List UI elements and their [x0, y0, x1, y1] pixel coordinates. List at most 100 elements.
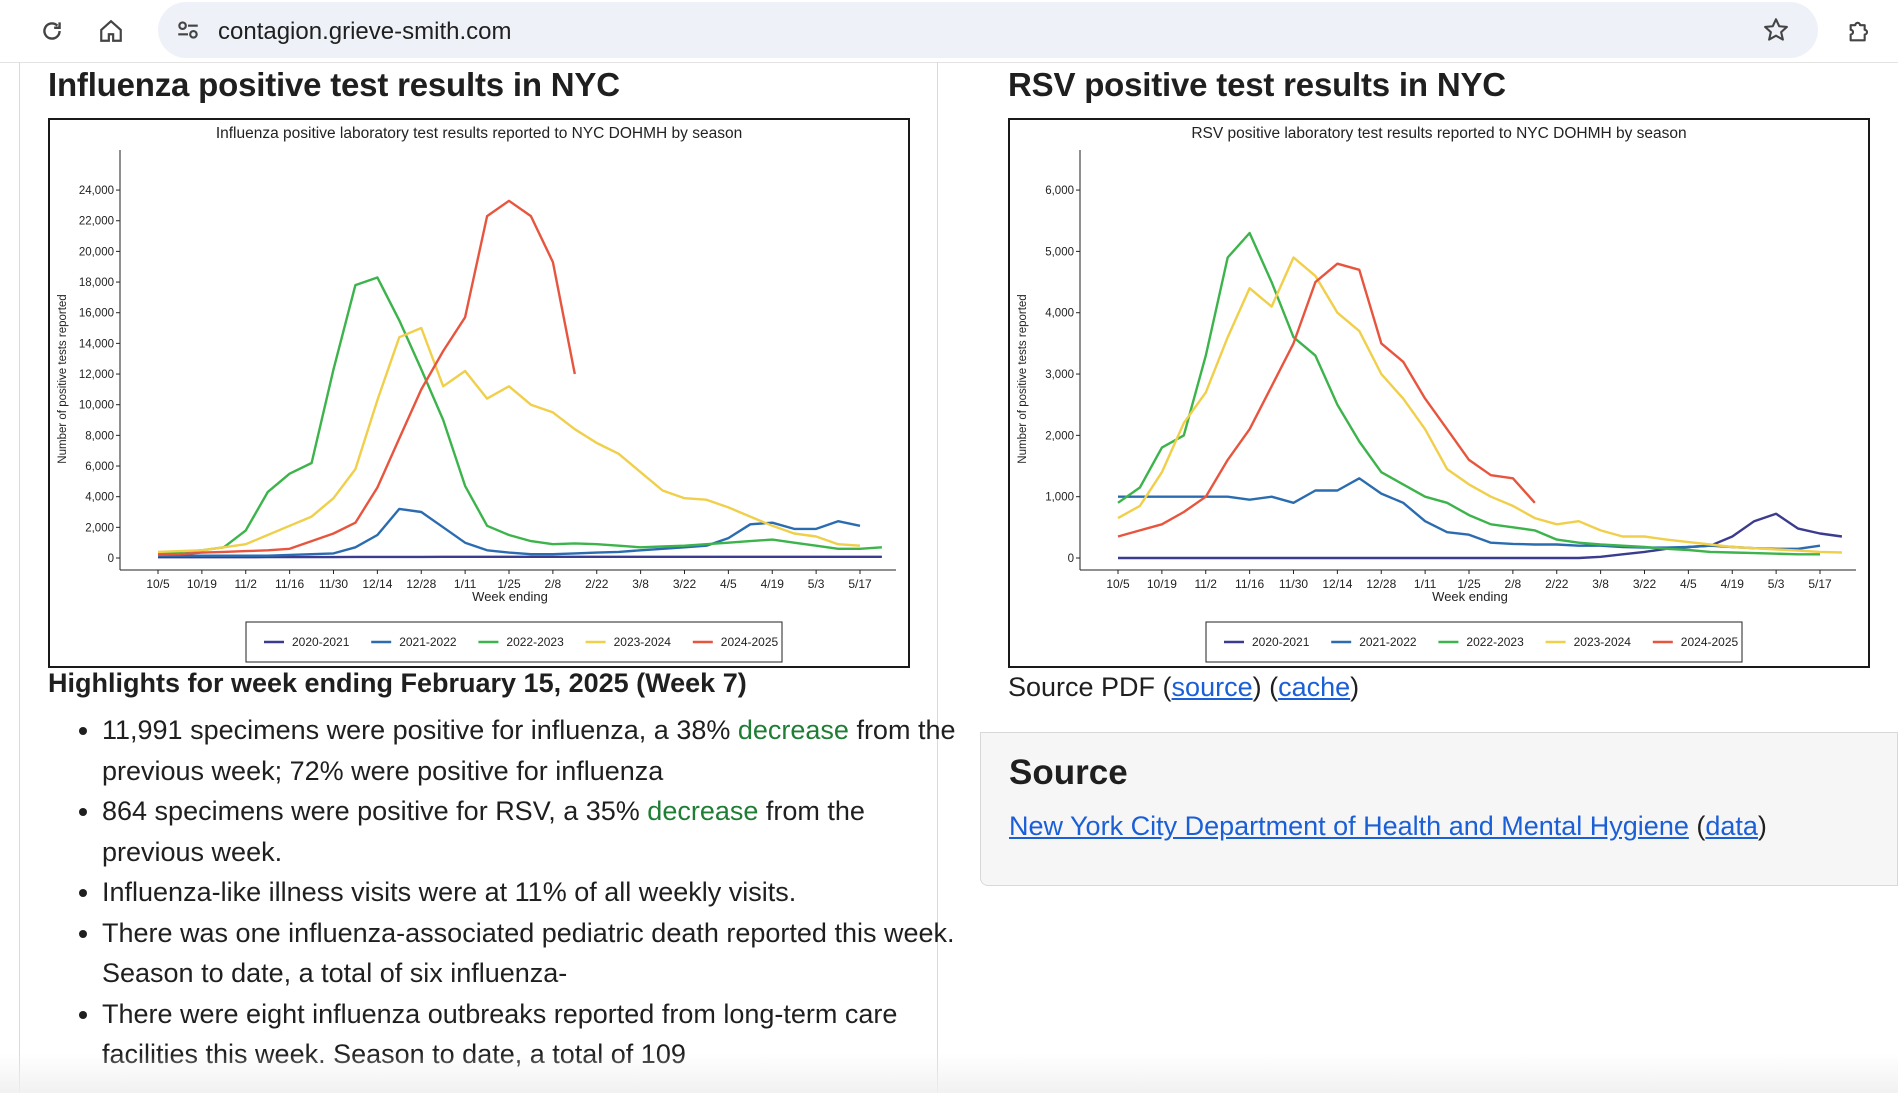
flu-heading: Influenza positive test results in NYC	[48, 66, 620, 103]
legend-label: 2024-2025	[721, 635, 779, 649]
highlight-text: 11,991 specimens were positive for influ…	[102, 715, 738, 745]
y-axis-label: Number of positive tests reported	[57, 294, 69, 463]
y-tick-label: 4,000	[85, 492, 114, 504]
flu-chart: Influenza positive laboratory test resul…	[48, 118, 910, 668]
x-tick-label: 12/28	[1366, 577, 1396, 591]
series-line-2021-2022	[158, 507, 861, 557]
highlight-text: Influenza-like illness visits were at 11…	[102, 877, 797, 907]
legend-label: 2021-2022	[399, 635, 457, 649]
x-tick-label: 11/16	[275, 577, 304, 591]
source-link[interactable]: source	[1171, 672, 1253, 702]
series-line-2020-2021	[1118, 512, 1843, 560]
highlight-item: There was one influenza-associated pedia…	[102, 913, 962, 994]
x-axis-label: Week ending	[472, 589, 548, 604]
y-tick-label: 0	[1068, 553, 1074, 565]
y-axis-label: Number of positive tests reported	[1017, 294, 1029, 463]
x-tick-label: 11/2	[1195, 577, 1218, 591]
series-line-2022-2023	[157, 276, 882, 555]
highlights-title: Highlights for week ending February 15, …	[48, 668, 747, 698]
legend-label: 2021-2022	[1359, 635, 1417, 649]
source-pdf-line: Source PDF (source) (cache)	[1008, 672, 1359, 703]
y-tick-label: 2,000	[85, 522, 114, 534]
y-tick-label: 22,000	[79, 216, 114, 228]
home-icon[interactable]	[93, 13, 129, 49]
x-tick-label: 4/19	[1721, 577, 1745, 591]
legend-label: 2020-2021	[1252, 635, 1310, 649]
data-close-paren: )	[1757, 811, 1767, 841]
reload-icon[interactable]	[34, 13, 70, 49]
source-pdf-label: Source PDF (	[1008, 672, 1172, 702]
x-tick-label: 4/5	[1680, 577, 1697, 591]
site-settings-icon[interactable]	[172, 14, 204, 46]
x-tick-label: 11/30	[1279, 577, 1308, 591]
source-panel: Source New York City Department of Healt…	[980, 732, 1898, 886]
legend-label: 2024-2025	[1681, 635, 1739, 649]
source-pdf-separator: ) (	[1252, 672, 1279, 702]
legend-label: 2023-2024	[1574, 635, 1632, 649]
x-tick-label: 2/22	[1545, 577, 1569, 591]
series-line-2024-2025	[1117, 262, 1536, 538]
change-word: decrease	[647, 796, 759, 826]
series-line-2023-2024	[1117, 256, 1842, 554]
y-tick-label: 12,000	[79, 369, 114, 381]
bottom-fade	[0, 1053, 1898, 1093]
legend-label: 2022-2023	[506, 635, 564, 649]
data-open-paren: (	[1688, 811, 1706, 841]
x-tick-label: 2/8	[1505, 577, 1522, 591]
legend-box	[245, 621, 783, 663]
x-tick-label: 4/5	[720, 577, 737, 591]
highlight-item: Influenza-like illness visits were at 11…	[102, 872, 962, 913]
x-tick-label: 3/22	[673, 577, 697, 591]
y-tick-label: 8,000	[85, 430, 114, 442]
y-tick-label: 4,000	[1045, 308, 1074, 320]
x-tick-label: 2/22	[585, 577, 609, 591]
extensions-puzzle-icon[interactable]	[1842, 13, 1878, 49]
y-tick-label: 5,000	[1045, 246, 1074, 258]
x-tick-label: 12/28	[406, 577, 436, 591]
x-tick-label: 10/5	[146, 577, 170, 591]
x-tick-label: 1/11	[1414, 577, 1437, 591]
browser-toolbar: contagion.grieve-smith.com	[0, 0, 1898, 63]
address-bar[interactable]: contagion.grieve-smith.com	[158, 2, 1818, 58]
data-link[interactable]: data	[1705, 811, 1758, 841]
y-tick-label: 10,000	[79, 400, 114, 412]
y-tick-label: 6,000	[1045, 185, 1074, 197]
y-tick-label: 14,000	[79, 338, 114, 350]
y-tick-label: 20,000	[79, 246, 114, 258]
legend-label: 2023-2024	[614, 635, 672, 649]
chart-title: Influenza positive laboratory test resul…	[216, 125, 742, 142]
x-tick-label: 11/30	[319, 577, 348, 591]
legend-label: 2022-2023	[1466, 635, 1524, 649]
y-tick-label: 2,000	[1045, 430, 1074, 442]
series-line-2022-2023	[1117, 231, 1820, 556]
y-tick-label: 16,000	[79, 308, 114, 320]
source-pdf-close: )	[1350, 672, 1360, 702]
series-line-2021-2022	[1118, 477, 1821, 550]
url-text[interactable]: contagion.grieve-smith.com	[218, 18, 512, 45]
bookmark-star-icon[interactable]	[1760, 14, 1792, 46]
x-tick-label: 3/8	[1592, 577, 1609, 591]
chart-svg: Influenza positive laboratory test resul…	[57, 125, 896, 663]
source-links: New York City Department of Health and M…	[1009, 811, 1767, 842]
x-tick-label: 11/16	[1235, 577, 1264, 591]
x-tick-label: 10/19	[1147, 577, 1177, 591]
x-tick-label: 3/22	[1633, 577, 1657, 591]
x-tick-label: 12/14	[1322, 577, 1352, 591]
legend-label: 2020-2021	[292, 635, 350, 649]
x-tick-label: 1/25	[497, 577, 521, 591]
x-tick-label: 5/3	[1768, 577, 1785, 591]
y-tick-label: 0	[108, 553, 114, 565]
x-tick-label: 1/11	[454, 577, 477, 591]
highlight-text: from the previous week; 72% were positiv…	[102, 715, 956, 786]
x-axis-label: Week ending	[1432, 589, 1508, 604]
highlight-text: from the previous week.	[102, 796, 865, 867]
left-column-border	[19, 62, 20, 1093]
chart-title: RSV positive laboratory test results rep…	[1191, 125, 1686, 142]
series-line-2023-2024	[157, 326, 861, 554]
nyc-dohmh-link[interactable]: New York City Department of Health and M…	[1009, 811, 1689, 841]
series-line-2024-2025	[157, 199, 576, 557]
y-tick-label: 3,000	[1045, 369, 1074, 381]
change-word: decrease	[737, 715, 849, 745]
y-tick-label: 6,000	[85, 461, 114, 473]
cache-link[interactable]: cache	[1278, 672, 1351, 702]
